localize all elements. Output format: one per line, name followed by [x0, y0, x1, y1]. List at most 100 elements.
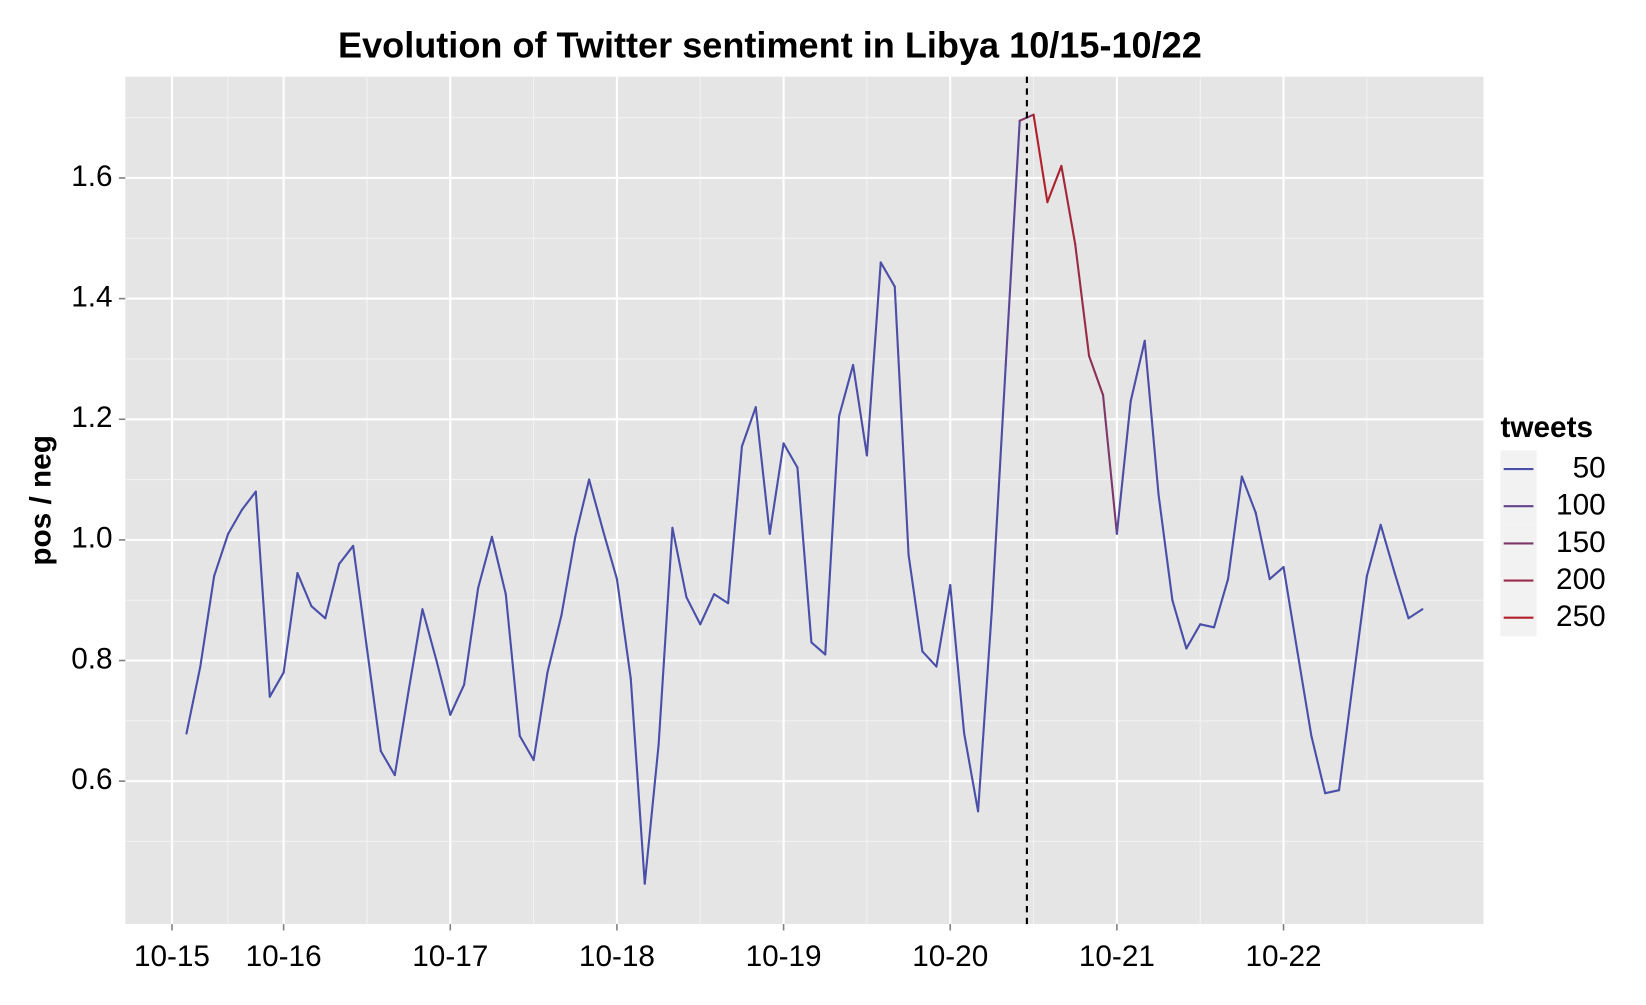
line-segment	[879, 261, 896, 288]
line-segment	[546, 614, 563, 674]
x-tick-label: 10-22	[1246, 940, 1322, 973]
line-segment	[643, 743, 660, 885]
line-segment	[1087, 354, 1105, 397]
legend: tweets 50 100 150 200 250	[1500, 411, 1606, 637]
y-tick-label: 0.8	[71, 642, 112, 675]
line-segment	[699, 593, 716, 626]
grid	[125, 76, 1484, 925]
legend-title: tweets	[1501, 411, 1594, 444]
x-tick-label: 10-17	[412, 940, 488, 973]
line-segment	[1032, 113, 1049, 204]
legend-label: 50	[1573, 451, 1606, 484]
line-segment	[1379, 523, 1396, 575]
line-segment	[504, 593, 521, 737]
line-segment	[240, 490, 257, 511]
line-segment	[490, 535, 507, 596]
legend-label: 150	[1556, 526, 1606, 559]
line-segment	[810, 641, 827, 656]
line-segment	[740, 406, 757, 448]
line-segment	[1254, 511, 1271, 581]
line-segment	[1143, 339, 1160, 496]
line-segment	[838, 363, 855, 418]
line-segment	[1407, 608, 1424, 620]
line-segment	[518, 734, 535, 762]
line-segment	[727, 445, 743, 605]
line-segment	[852, 363, 868, 457]
line-segment	[1226, 475, 1243, 581]
line-segment	[588, 478, 605, 532]
line-segment	[213, 532, 230, 578]
y-tick-label: 1.2	[71, 401, 112, 434]
line-segment	[1393, 571, 1410, 620]
line-segment	[1296, 650, 1313, 737]
line-segment	[1282, 565, 1299, 653]
x-tick-label: 10-15	[134, 940, 210, 973]
line-segment	[1129, 339, 1146, 403]
line-segment	[977, 608, 993, 813]
line-segment	[560, 535, 577, 617]
y-axis-label: pos / neg	[24, 435, 57, 565]
line-segment	[407, 608, 424, 692]
line-segment	[310, 605, 327, 620]
line-segment	[949, 584, 966, 734]
line-segment	[629, 677, 646, 885]
line-segment	[615, 578, 632, 680]
line-segment	[227, 508, 244, 535]
line-segment	[824, 415, 841, 656]
line-segment	[1157, 493, 1174, 602]
line-segment	[532, 671, 549, 762]
line-segment	[713, 593, 730, 605]
line-segment	[1337, 680, 1355, 792]
line-segment	[1199, 623, 1216, 629]
x-tick-label: 10-20	[912, 940, 988, 973]
line-segment	[921, 650, 938, 668]
x-tick-label: 10-18	[579, 940, 655, 973]
plot-panel	[125, 76, 1484, 925]
line-segment	[268, 671, 285, 698]
x-tick-label: 10-21	[1079, 940, 1155, 973]
line-segment	[1324, 789, 1341, 795]
line-segment	[296, 571, 313, 608]
lines	[185, 113, 1424, 885]
x-tick-label: 10-19	[746, 940, 822, 973]
line-segment	[185, 665, 202, 735]
line-segment	[1046, 164, 1063, 204]
chart-title: Evolution of Twitter sentiment in Libya …	[338, 25, 1202, 66]
line-segment	[602, 529, 618, 581]
line-segment	[1268, 565, 1285, 581]
line-segment	[421, 608, 438, 662]
line-segment	[1004, 119, 1021, 367]
line-segment	[477, 535, 494, 590]
x-tick-label: 10-16	[246, 940, 322, 973]
line-segment	[963, 731, 980, 813]
y-tick-label: 1.4	[71, 280, 112, 313]
line-segment	[754, 406, 771, 535]
line-segment	[685, 596, 702, 626]
line-segment	[324, 562, 341, 620]
line-segment	[990, 363, 1007, 611]
line-segment	[1365, 523, 1382, 578]
line-segment	[338, 544, 355, 566]
line-segment	[199, 575, 216, 668]
line-segment	[352, 544, 369, 650]
line-segment	[1074, 243, 1091, 357]
line-segment	[449, 683, 466, 716]
legend-label: 100	[1556, 489, 1606, 522]
line-segment	[463, 587, 480, 686]
line-segment	[379, 749, 396, 777]
line-segment	[282, 571, 299, 674]
line-segment	[893, 285, 910, 557]
line-segment	[671, 526, 688, 599]
line-segment	[254, 490, 271, 698]
y-tick-label: 1.6	[71, 160, 112, 193]
y-tick-label: 0.6	[71, 763, 112, 796]
line-segment	[1240, 475, 1257, 514]
line-segment	[782, 442, 799, 469]
line-segment	[1185, 623, 1202, 650]
y-tick-label: 1.0	[71, 522, 112, 555]
line-segment	[796, 466, 813, 644]
line-segment	[1212, 578, 1230, 629]
legend-label: 250	[1556, 600, 1606, 633]
line-segment	[393, 689, 410, 777]
